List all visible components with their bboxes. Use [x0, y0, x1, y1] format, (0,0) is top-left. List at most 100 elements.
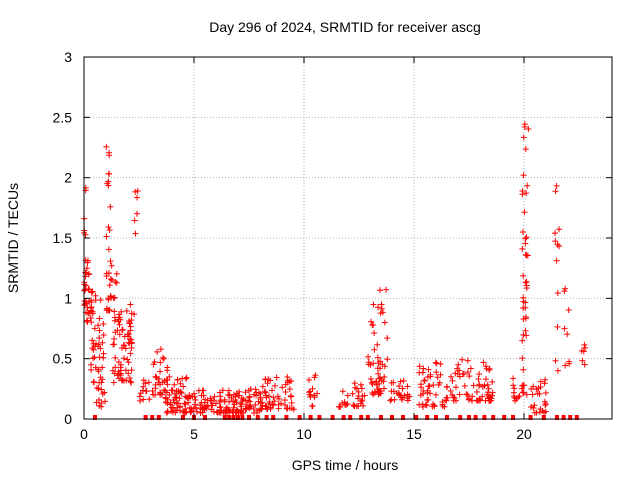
data-point: [448, 373, 455, 380]
data-point: [533, 409, 540, 416]
data-point: [521, 209, 528, 216]
data-point: [451, 394, 458, 401]
data-point: [447, 387, 454, 394]
baseline-point: [390, 415, 394, 420]
data-point: [146, 396, 153, 403]
data-point: [556, 243, 563, 250]
data-point: [523, 391, 530, 398]
data-point: [88, 366, 95, 373]
data-point: [191, 401, 198, 408]
data-point: [166, 373, 173, 380]
data-point: [309, 402, 316, 409]
data-point: [126, 319, 133, 326]
baseline-point: [414, 415, 419, 420]
data-point: [99, 339, 106, 346]
data-point: [286, 405, 293, 412]
baseline-point: [379, 415, 383, 420]
data-point: [522, 279, 529, 286]
data-point: [149, 387, 156, 394]
data-point: [479, 383, 486, 390]
data-point: [112, 364, 119, 371]
data-point: [354, 395, 361, 402]
data-point: [88, 289, 95, 296]
data-point: [127, 378, 134, 385]
data-point: [520, 305, 527, 312]
data-point: [436, 379, 443, 386]
data-point: [197, 405, 204, 412]
data-point: [127, 350, 134, 357]
data-point: [271, 382, 278, 389]
data-point: [259, 383, 266, 390]
data-point: [124, 356, 131, 363]
data-point: [282, 381, 289, 388]
data-point: [125, 333, 132, 340]
data-point: [384, 335, 391, 342]
grid: [84, 57, 612, 419]
data-point: [267, 405, 274, 412]
data-point: [128, 379, 135, 386]
data-point: [365, 359, 372, 366]
data-point: [225, 391, 232, 398]
data-point: [210, 397, 217, 404]
data-point: [262, 392, 269, 399]
data-point: [217, 393, 224, 400]
baseline-point: [561, 415, 566, 420]
data-point: [160, 355, 167, 362]
data-point: [552, 188, 559, 195]
data-point: [192, 396, 199, 403]
data-point: [277, 400, 284, 407]
data-point: [127, 301, 134, 308]
data-point: [131, 217, 138, 224]
data-point: [119, 326, 126, 333]
data-point: [186, 404, 193, 411]
data-point: [172, 394, 179, 401]
data-point: [288, 399, 295, 406]
data-point: [554, 290, 561, 297]
data-point: [564, 331, 571, 338]
data-point: [551, 230, 558, 237]
data-point: [271, 398, 278, 405]
data-point: [450, 394, 457, 401]
data-point: [118, 308, 125, 315]
data-point: [367, 375, 374, 382]
data-point: [99, 390, 106, 397]
data-point: [521, 121, 528, 128]
data-point: [88, 297, 95, 304]
data-point: [153, 374, 160, 381]
data-point: [236, 392, 243, 399]
data-point: [536, 390, 543, 397]
data-point: [552, 238, 559, 245]
data-point: [111, 294, 118, 301]
data-point: [522, 146, 529, 153]
data-point: [110, 341, 117, 348]
data-point: [95, 322, 102, 329]
data-point: [459, 371, 466, 378]
data-point: [164, 400, 171, 407]
data-point: [154, 348, 161, 355]
data-point: [105, 246, 112, 253]
data-point: [96, 335, 103, 342]
data-point: [427, 373, 434, 380]
data-point: [465, 396, 472, 403]
data-point: [524, 182, 531, 189]
data-point: [466, 373, 473, 380]
data-point: [377, 387, 384, 394]
data-point: [274, 393, 281, 400]
data-point: [566, 360, 573, 367]
data-point: [237, 409, 244, 416]
baseline-point: [574, 415, 579, 420]
data-point: [112, 329, 119, 336]
data-point: [530, 383, 537, 390]
data-point: [132, 188, 139, 195]
data-point: [127, 336, 134, 343]
data-point: [128, 339, 135, 346]
data-point: [261, 388, 268, 395]
baseline-point: [203, 415, 207, 420]
data-point: [182, 375, 189, 382]
data-point: [431, 402, 438, 409]
data-point: [108, 262, 115, 269]
data-point: [523, 332, 530, 339]
data-point: [581, 361, 588, 368]
